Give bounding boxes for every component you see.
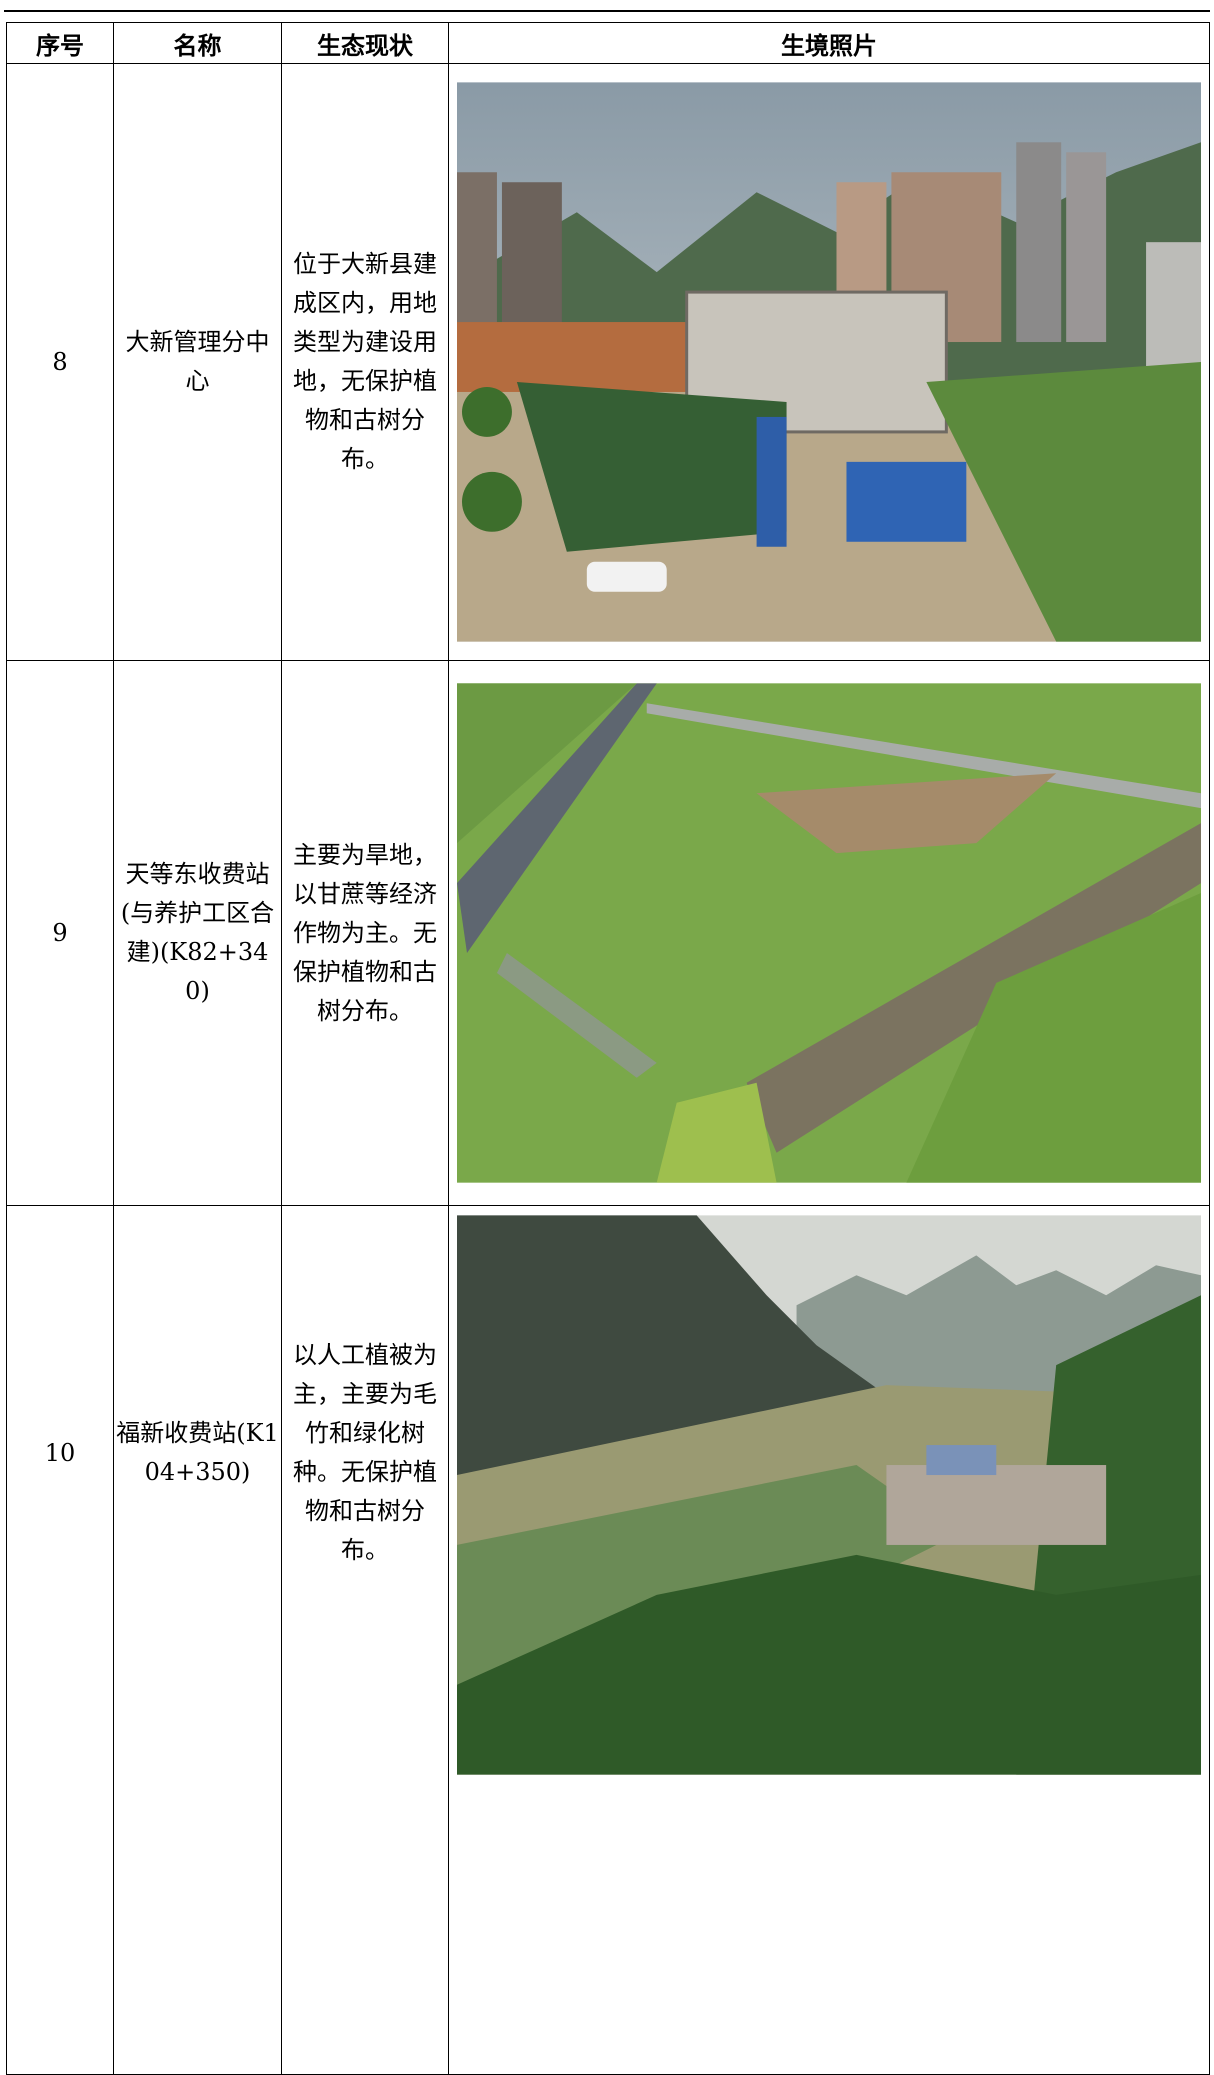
habitat-table: 序号 名称 生态现状 生境照片 8 大新管理分中心 位于大新县建成区内，用地类型… <box>6 22 1210 2075</box>
index-cell: 10 <box>6 1205 114 2075</box>
table-row: 8 大新管理分中心 位于大新县建成区内，用地类型为建设用地，无保护植物和古树分布… <box>6 63 1210 661</box>
name-cell: 福新收费站(K104+350) <box>113 1205 282 2075</box>
header-cell: 序号 <box>6 22 114 64</box>
photo-cell <box>448 1205 1210 2075</box>
photo-cell <box>448 660 1210 1206</box>
table-row: 10 福新收费站(K104+350) 以人工植被为主，主要为毛竹和绿化树种。无保… <box>6 1205 1210 2075</box>
header-row: 序号 名称 生态现状 生境照片 <box>6 22 1210 64</box>
status-cell: 位于大新县建成区内，用地类型为建设用地，无保护植物和古树分布。 <box>281 63 449 661</box>
table-row: 9 天等东收费站(与养护工区合建)(K82+340) 主要为旱地，以甘蔗等经济作… <box>6 660 1210 1206</box>
header-cell: 生境照片 <box>448 22 1210 64</box>
top-rule <box>4 10 1210 12</box>
header-cell: 名称 <box>113 22 282 64</box>
index-cell: 9 <box>6 660 114 1206</box>
photo-cell <box>448 63 1210 661</box>
header-cell: 生态现状 <box>281 22 449 64</box>
status-cell: 主要为旱地，以甘蔗等经济作物为主。无保护植物和古树分布。 <box>281 660 449 1206</box>
photo-valley <box>457 1215 1201 1775</box>
page: {"table": { "header": ["序号", "名称", "生态现状… <box>4 10 1210 2075</box>
name-cell: 大新管理分中心 <box>113 63 282 661</box>
index-cell: 8 <box>6 63 114 661</box>
name-cell: 天等东收费站(与养护工区合建)(K82+340) <box>113 660 282 1206</box>
photo-construction <box>457 82 1201 642</box>
photo-farmland <box>457 683 1201 1183</box>
status-cell: 以人工植被为主，主要为毛竹和绿化树种。无保护植物和古树分布。 <box>281 1205 449 2075</box>
